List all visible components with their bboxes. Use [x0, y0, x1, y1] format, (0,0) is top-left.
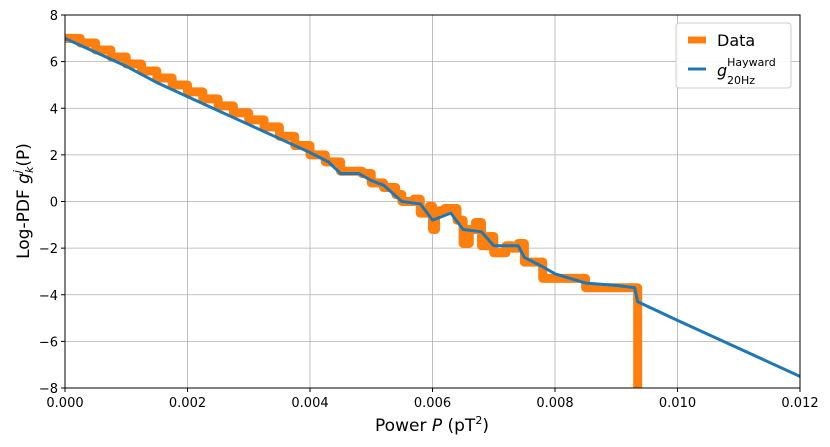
- x-axis-label-close: ): [482, 416, 489, 436]
- x-tick-label: 0.004: [291, 396, 328, 411]
- data-series-line: [65, 33, 643, 388]
- y-tick-label: 8: [50, 9, 58, 24]
- x-tick-label: 0.010: [659, 396, 696, 411]
- x-tick-label: 0.012: [781, 396, 818, 411]
- x-axis-label-unit: (pT: [442, 416, 476, 436]
- axis-ticks: 0.000 0.002 0.004 0.006 0.008 0.010 0.012 −8 −6 −…: [39, 9, 819, 411]
- x-axis-label-unit-sup: 2: [475, 414, 482, 427]
- y-tick-label: 0: [50, 196, 58, 211]
- y-tick-label: 6: [50, 56, 58, 71]
- y-tick-label: −2: [39, 242, 58, 257]
- x-tick-label: 0.000: [46, 396, 83, 411]
- x-tick-label: 0.006: [414, 396, 451, 411]
- legend-fit-label-main: g: [717, 61, 727, 80]
- x-axis-label-var: P: [432, 416, 443, 436]
- y-axis-label-sub: k: [23, 166, 36, 173]
- y-tick-label: 2: [50, 149, 58, 164]
- x-tick-label: 0.002: [169, 396, 206, 411]
- y-tick-label: −6: [39, 335, 58, 350]
- y-tick-label: −4: [39, 289, 58, 304]
- legend: Data gHayward 20Hz: [675, 22, 792, 89]
- y-tick-label: −8: [39, 382, 58, 397]
- y-axis-label-sup: j: [11, 169, 24, 175]
- legend-data-label: Data: [717, 31, 755, 50]
- y-axis-label-func: g: [14, 173, 34, 184]
- x-axis-label: Power P (pT2): [375, 414, 489, 436]
- y-axis-label: Log-PDF gjk(P): [11, 143, 36, 259]
- y-axis-label-suffix: (P): [14, 143, 34, 167]
- y-axis-label-prefix: Log-PDF: [14, 184, 34, 259]
- legend-fit-label-sup: Hayward: [727, 56, 776, 69]
- legend-fit-label: gHayward 20Hz: [717, 56, 776, 87]
- y-tick-label: 4: [50, 102, 58, 117]
- legend-fit-label-sub: 20Hz: [727, 74, 755, 87]
- x-axis-label-prefix: Power: [375, 416, 432, 436]
- fit-series-line: [65, 36, 800, 378]
- x-tick-label: 0.008: [536, 396, 573, 411]
